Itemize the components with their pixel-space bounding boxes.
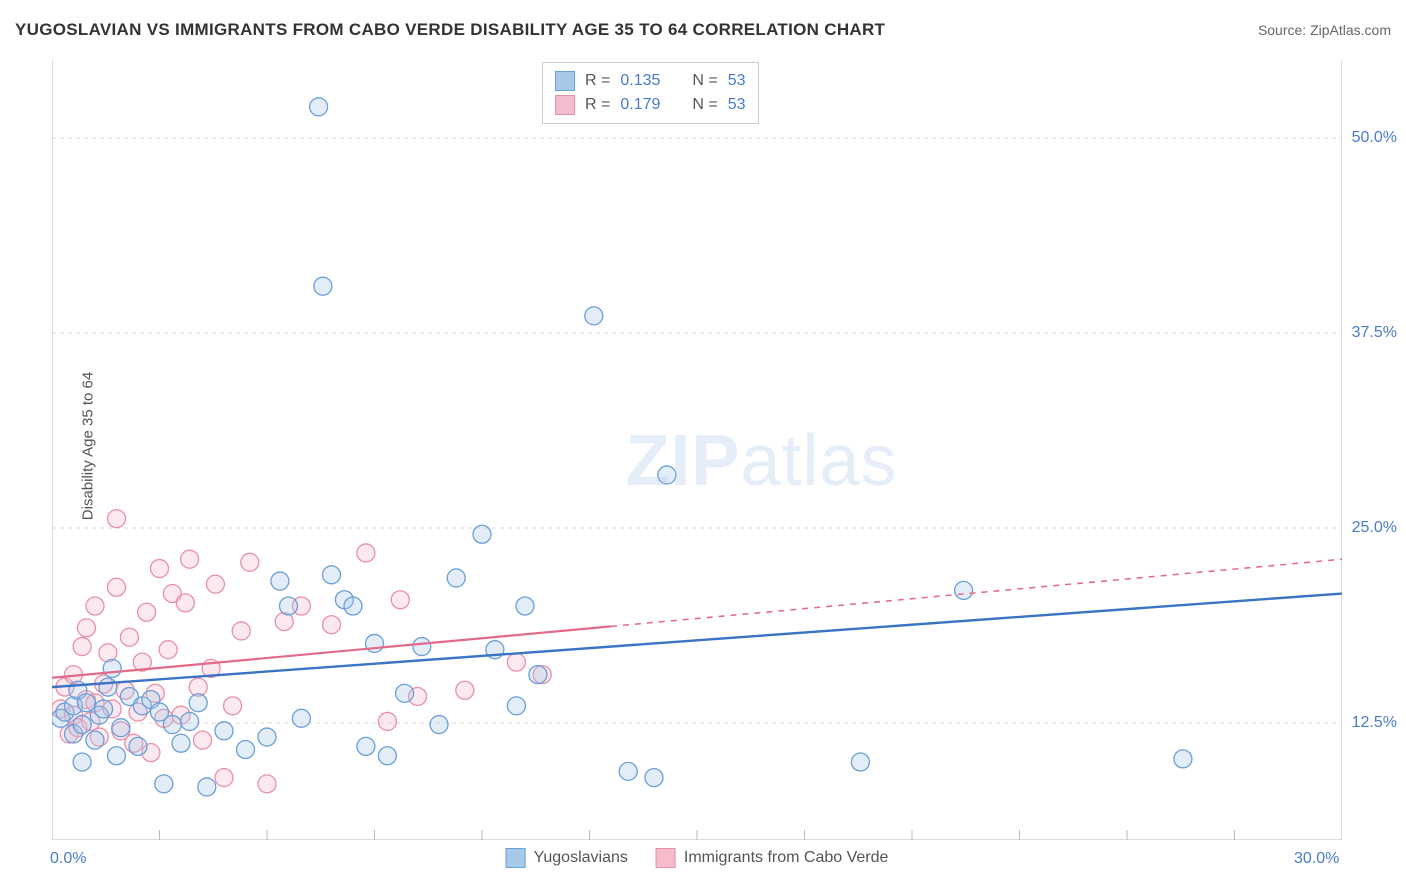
stats-legend-row: R = 0.179 N = 53 xyxy=(555,93,746,117)
r-label: R = xyxy=(585,72,610,90)
source-label: Source: ZipAtlas.com xyxy=(1258,22,1391,38)
chart-svg xyxy=(52,60,1342,840)
n-value: 53 xyxy=(728,96,746,114)
r-value: 0.135 xyxy=(620,72,660,90)
bottom-legend-item: Yugoslavians xyxy=(506,848,628,868)
n-value: 53 xyxy=(728,72,746,90)
legend-swatch xyxy=(555,95,575,115)
title-bar: YUGOSLAVIAN VS IMMIGRANTS FROM CABO VERD… xyxy=(15,20,1391,40)
stats-legend: R = 0.135 N = 53 R = 0.179 N = 53 xyxy=(542,62,759,124)
legend-swatch xyxy=(506,848,526,868)
legend-swatch xyxy=(555,71,575,91)
x-tick-label: 30.0% xyxy=(1294,850,1339,868)
r-value: 0.179 xyxy=(620,96,660,114)
n-label: N = xyxy=(692,72,717,90)
stats-legend-row: R = 0.135 N = 53 xyxy=(555,69,746,93)
bottom-legend: Yugoslavians Immigrants from Cabo Verde xyxy=(506,848,889,868)
bottom-legend-label: Immigrants from Cabo Verde xyxy=(684,849,889,867)
bottom-legend-item: Immigrants from Cabo Verde xyxy=(656,848,889,868)
chart-container: YUGOSLAVIAN VS IMMIGRANTS FROM CABO VERD… xyxy=(0,0,1406,892)
y-tick-label: 50.0% xyxy=(1352,129,1397,147)
chart-title: YUGOSLAVIAN VS IMMIGRANTS FROM CABO VERD… xyxy=(15,20,885,40)
x-tick-label: 0.0% xyxy=(50,850,86,868)
y-tick-label: 12.5% xyxy=(1352,714,1397,732)
bottom-legend-label: Yugoslavians xyxy=(534,849,628,867)
legend-swatch xyxy=(656,848,676,868)
n-label: N = xyxy=(692,96,717,114)
plot-area: ZIPatlas R =0.135N =53R =0.179N =53 Yugo… xyxy=(52,60,1342,840)
y-tick-label: 25.0% xyxy=(1352,519,1397,537)
y-tick-label: 37.5% xyxy=(1352,324,1397,342)
r-label: R = xyxy=(585,96,610,114)
